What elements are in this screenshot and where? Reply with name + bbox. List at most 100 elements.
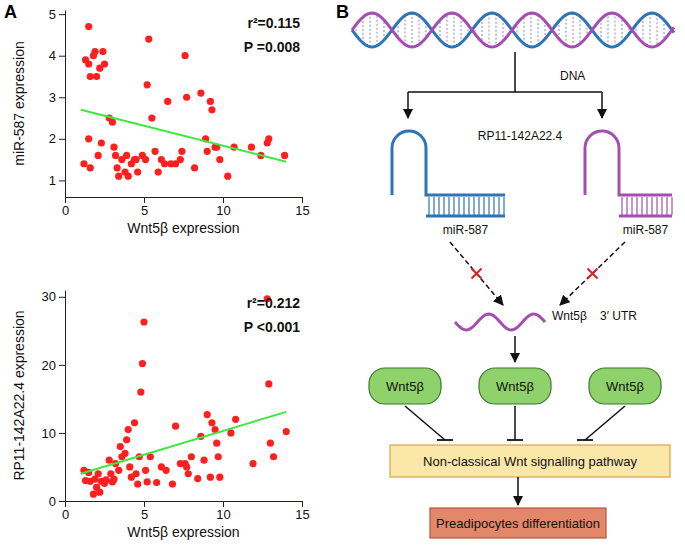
point	[178, 148, 185, 155]
pairing	[636, 197, 637, 215]
tick: 10	[216, 501, 230, 522]
base-pair	[383, 20, 384, 40]
point	[115, 467, 122, 474]
lncrna: miR-587	[392, 131, 505, 237]
tick: 5	[49, 7, 65, 22]
tick-mark	[65, 501, 66, 507]
base-pair	[656, 14, 657, 45]
point	[131, 419, 138, 426]
base-pair	[530, 13, 531, 47]
point	[121, 450, 128, 457]
point	[91, 48, 98, 55]
point	[183, 463, 190, 470]
tick: 0	[49, 494, 65, 509]
tick-label: 10	[42, 426, 56, 441]
point	[267, 440, 274, 447]
x-axis-title: Wnt5β expression	[127, 524, 239, 540]
point	[85, 60, 92, 67]
point	[110, 144, 117, 151]
protein-label: Wnt5β	[606, 379, 644, 394]
diagram: DNAmiR-587miR-587RP11-142A22.4Wnt5β3′ UT…	[352, 13, 674, 538]
base-pair	[614, 13, 615, 46]
point	[109, 119, 116, 126]
point	[117, 443, 124, 450]
point	[101, 60, 108, 67]
tick: 3	[49, 90, 65, 105]
outcome-label: Preadipocytes differentiation	[436, 516, 600, 531]
point	[85, 135, 92, 142]
annotation: r²=0.115	[247, 15, 300, 31]
point	[139, 360, 146, 367]
pairing	[498, 197, 499, 215]
point	[249, 460, 256, 467]
base-pair	[362, 17, 363, 43]
tick-mark	[144, 197, 145, 203]
pairing	[656, 197, 657, 215]
point	[114, 164, 121, 171]
chart: 05101512345Wnt5β expressionmiR-587 expre…	[11, 7, 310, 236]
panel-label: B	[336, 2, 349, 22]
pairing	[646, 197, 647, 215]
point	[281, 152, 288, 159]
point	[126, 463, 133, 470]
pairing	[503, 197, 504, 215]
protein	[369, 368, 441, 404]
tick-mark	[223, 197, 224, 203]
tick-label: 5	[49, 7, 56, 22]
base-pair	[369, 13, 370, 47]
tick-label: 4	[49, 48, 56, 63]
mirna-strand	[426, 215, 505, 218]
point	[204, 148, 211, 155]
point	[110, 476, 117, 483]
pathway-label: Non-classical Wnt signalling pathway	[423, 454, 637, 469]
base-pair	[446, 14, 447, 45]
tick: 2	[49, 131, 65, 146]
point	[115, 173, 122, 180]
tick-label: 0	[49, 494, 56, 509]
tick: 30	[42, 289, 65, 304]
point	[90, 491, 97, 498]
point	[163, 467, 170, 474]
utr-label: 3′ UTR	[600, 309, 637, 323]
point	[106, 457, 113, 464]
tick: 20	[42, 358, 65, 373]
base-pair	[453, 13, 454, 47]
x-axis: 051015	[62, 501, 310, 522]
point	[191, 164, 198, 171]
inhibition	[585, 406, 625, 440]
point	[153, 479, 160, 486]
x-axis-title: Wnt5β expression	[127, 220, 239, 236]
tick-label: 5	[141, 507, 148, 522]
base-pair	[572, 13, 573, 47]
tick-mark	[144, 501, 145, 507]
tick: 15	[295, 197, 309, 218]
tick-mark	[223, 501, 224, 507]
point	[125, 426, 132, 433]
pairing	[438, 197, 439, 215]
point	[98, 139, 105, 146]
point	[188, 453, 195, 460]
point	[204, 411, 211, 418]
point	[207, 98, 214, 105]
base-pair	[607, 14, 608, 46]
pairing	[463, 197, 464, 215]
tick-mark	[59, 14, 65, 15]
pairing	[473, 197, 474, 215]
point	[142, 156, 149, 163]
point	[148, 114, 155, 121]
blocked-arrow	[450, 242, 503, 305]
protein-label: Wnt5β	[496, 379, 534, 394]
point	[87, 73, 94, 80]
base-pair	[411, 13, 412, 47]
tick: 1	[49, 173, 65, 188]
arrow	[517, 477, 519, 505]
point	[200, 457, 207, 464]
point	[265, 135, 272, 142]
inhibition-bar	[437, 439, 453, 441]
pairing	[453, 197, 454, 215]
chart: 0510150102030Wnt5β expressionRP11-142A22…	[11, 289, 310, 540]
point	[144, 478, 151, 485]
base-pair	[439, 20, 440, 40]
pairing	[478, 197, 479, 215]
point	[185, 470, 192, 477]
